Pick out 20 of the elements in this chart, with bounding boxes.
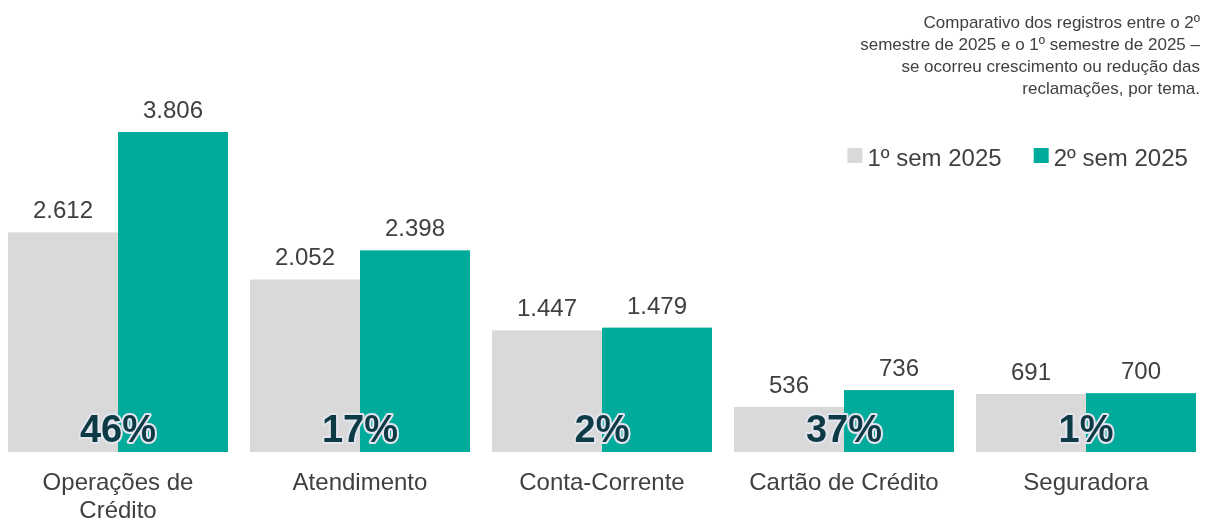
annotation: 2% [574,408,630,450]
annotation: 37% [805,408,883,450]
x-tick-label: Atendimento [292,468,428,495]
data-label: 691 [1010,357,1052,385]
data-label: 2.612 [32,196,94,224]
data-label: 536 [768,370,810,398]
legend-label: 2º sem 2025 [1053,144,1188,171]
data-label: 2.052 [274,243,336,271]
x-tick-label: Operações de Crédito [42,468,194,523]
x-tick-label: Seguradora [1023,468,1150,495]
data-label: 700 [1120,357,1162,385]
data-label: 1.479 [626,291,688,319]
x-tick-label: Cartão de Crédito [749,468,939,495]
legend-label: 1º sem 2025 [867,144,1002,171]
data-label: 3.806 [142,96,204,123]
data-label: 1.447 [516,294,578,322]
data-label: 736 [878,354,920,382]
data-label: 2.398 [384,214,446,242]
chart-title: Comparativo dos registros entre o 2º semestre de 2025 e o 1º semestre de 2025 – se ocorreu crescimento ou redução das reclamações, por tema. [860,13,1201,98]
x-tick-label: Conta-Corrente [519,468,685,495]
